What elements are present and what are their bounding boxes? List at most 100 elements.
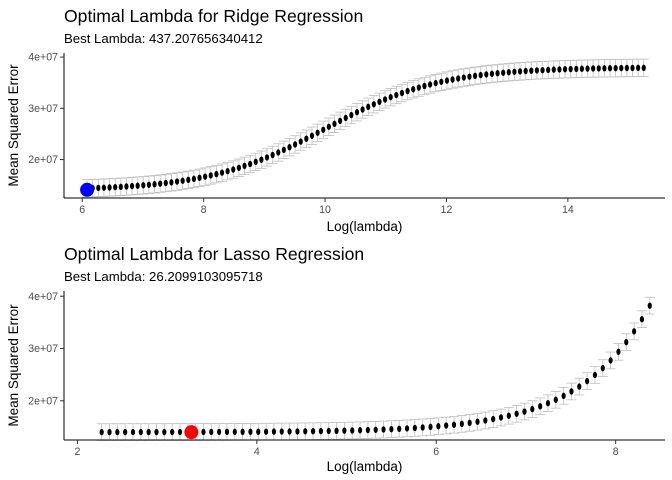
ridge-data-point [399, 89, 405, 97]
ridge-data-point [101, 184, 107, 191]
lasso-data-point [585, 377, 590, 385]
lasso-data-point [146, 428, 151, 436]
lasso-x-tick-label: 4 [254, 446, 260, 458]
ridge-data-point [124, 183, 129, 190]
ridge-data-point [472, 72, 478, 80]
ridge-data-point [174, 178, 180, 185]
ridge-data-point [298, 138, 303, 145]
ridge-x-tick-label: 12 [441, 204, 453, 216]
ridge-data-point [562, 66, 568, 73]
lasso-data-point [303, 428, 308, 435]
ridge-data-point [540, 66, 545, 74]
ridge-data-point [107, 184, 112, 191]
ridge-data-point [219, 169, 225, 176]
ridge-data-point [197, 174, 202, 181]
lasso-data-point [436, 423, 441, 430]
lasso-data-point [287, 428, 292, 435]
ridge-data-point [366, 103, 371, 111]
ridge-data-point [506, 69, 511, 76]
lasso-data-point [123, 428, 128, 436]
lasso-data-point [334, 427, 339, 435]
lasso-data-point [444, 422, 449, 429]
lasso-data-point [209, 428, 214, 436]
ridge-data-point [113, 183, 118, 191]
ridge-data-point [191, 175, 197, 183]
lasso-data-point [162, 428, 167, 436]
lasso-data-point [569, 388, 574, 395]
ridge-x-tick-label: 8 [201, 204, 207, 216]
ridge-data-point [231, 166, 236, 173]
lasso-title: Optimal Lambda for Lasso Regression [64, 244, 364, 264]
ridge-data-point [574, 65, 579, 73]
ridge-data-point [382, 96, 388, 103]
ridge-data-point [343, 114, 348, 122]
lasso-data-point [342, 427, 347, 434]
ridge-data-point [394, 91, 399, 99]
ridge-data-point [270, 151, 275, 159]
lasso-data-point [483, 417, 488, 424]
lasso-data-point [318, 427, 324, 435]
ridge-data-point [579, 65, 584, 72]
lasso-data-point [373, 426, 378, 433]
lasso-plot-area [96, 296, 655, 441]
lasso-data-point [130, 428, 136, 436]
ridge-x-axis-title: Log(lambda) [327, 219, 403, 234]
ridge-data-point [242, 162, 247, 170]
ridge-data-point [338, 117, 343, 125]
ridge-best-lambda-point [80, 182, 95, 197]
ridge-x-ticks: 6 8 10 12 14 [79, 198, 574, 216]
ridge-data-point [607, 65, 613, 72]
lasso-data-point [357, 427, 363, 434]
lasso-data-point [577, 383, 582, 390]
lasso-data-point [428, 423, 433, 431]
lasso-data-point [115, 428, 120, 436]
ridge-data-point [613, 64, 618, 72]
ridge-data-point [411, 86, 416, 93]
ridge-data-point [591, 65, 596, 72]
ridge-data-point [281, 146, 286, 154]
lasso-y-tick-label: 4e+07 [28, 291, 58, 303]
lasso-data-point [217, 428, 222, 436]
ridge-y-tick-label: 2e+07 [28, 154, 58, 166]
ridge-data-point [326, 123, 331, 130]
ridge-data-point [360, 106, 365, 113]
ridge-data-point [444, 77, 450, 84]
ridge-data-point [186, 176, 191, 184]
ridge-data-point [169, 179, 174, 186]
ridge-data-point [619, 64, 624, 72]
ridge-y-tick-label: 3e+07 [28, 103, 58, 115]
ridge-data-point [585, 65, 590, 72]
ridge-x-tick-label: 10 [319, 204, 331, 216]
lasso-x-tick-label: 6 [433, 446, 439, 458]
lasso-data-point [514, 410, 519, 417]
ridge-data-point [416, 84, 421, 91]
lasso-data-point [271, 428, 277, 435]
lasso-data-point [154, 428, 159, 436]
lasso-data-point [224, 428, 230, 436]
lasso-data-point [616, 348, 621, 355]
ridge-y-ticks: 2e+07 3e+07 4e+07 [28, 52, 64, 166]
lasso-data-point [538, 403, 543, 410]
ridge-data-point [523, 67, 528, 75]
lasso-y-tick-label: 3e+07 [28, 343, 58, 355]
ridge-data-point [96, 184, 101, 192]
lasso-data-point [459, 420, 464, 428]
lasso-y-tick-label: 2e+07 [28, 395, 58, 407]
lasso-y-ticks: 2e+07 3e+07 4e+07 [28, 291, 64, 407]
lasso-data-point [365, 426, 370, 434]
ridge-data-point [641, 64, 646, 72]
lasso-data-point [639, 316, 645, 323]
ridge-data-point [371, 101, 376, 108]
lasso-data-point [506, 412, 511, 419]
ridge-data-point [461, 74, 466, 81]
ridge-data-point [636, 64, 641, 72]
ridge-data-point [248, 160, 253, 168]
lasso-x-tick-label: 2 [75, 446, 81, 458]
lasso-data-point [381, 426, 386, 433]
lasso-data-point [647, 302, 652, 309]
ridge-data-point [596, 65, 601, 72]
ridge-data-point [304, 135, 309, 142]
ridge-data-point [501, 69, 506, 76]
lasso-data-point [592, 371, 598, 379]
lasso-data-point [170, 428, 175, 436]
